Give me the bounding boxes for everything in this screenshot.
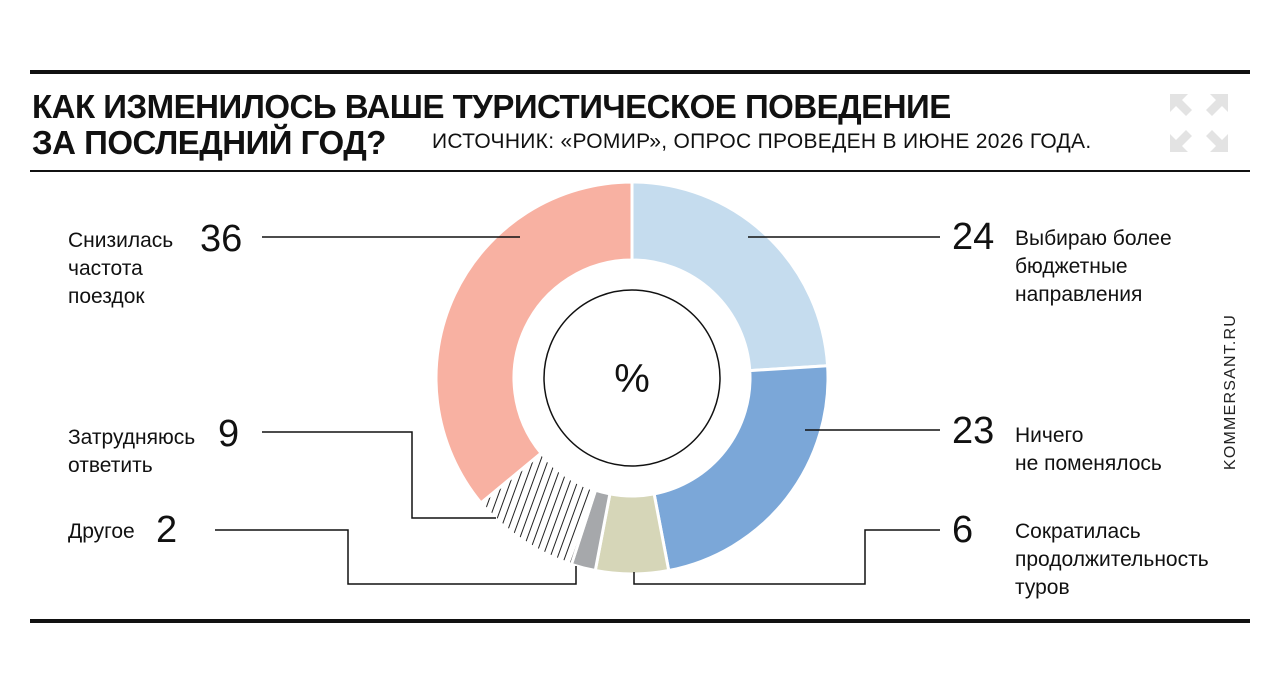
top-rule	[30, 70, 1250, 74]
leader-line-other	[215, 529, 577, 585]
label-text-other: Другое	[68, 520, 135, 543]
donut-center-circle	[543, 289, 721, 467]
source-note: ИСТОЧНИК: «РОМИР», ОПРОС ПРОВЕДЕН В ИЮНЕ…	[432, 130, 1092, 153]
chart-title-line1: КАК ИЗМЕНИЛОСЬ ВАШЕ ТУРИСТИЧЕСКОЕ ПОВЕДЕ…	[32, 88, 951, 125]
kommersant-logo-icon	[1170, 94, 1228, 152]
value-lessoften: 36	[200, 218, 243, 260]
label-text-unsure: Затрудняюсь ответить	[68, 426, 196, 477]
label-text-budget: Выбираю более бюджетные направления	[1015, 227, 1172, 306]
value-shorter: 6	[952, 509, 974, 551]
value-other: 2	[156, 509, 178, 551]
label-text-shorter: Сократилась продолжительность туров	[1015, 520, 1209, 599]
donut-slice-0	[630, 180, 830, 373]
label-text-lessoften: Снизилась частота поездок	[68, 229, 174, 308]
header-divider	[30, 170, 1250, 172]
chart-title-line2: ЗА ПОСЛЕДНИЙ ГОД?	[32, 124, 386, 161]
label-text-nochange: Ничего не поменялось	[1015, 424, 1162, 475]
site-credit: KOMMERSANT.RU	[1222, 313, 1239, 470]
donut-slice-1	[652, 364, 830, 573]
donut-slice-5	[434, 180, 634, 506]
value-unsure: 9	[218, 413, 240, 455]
center-percent-label: %	[614, 357, 650, 401]
leader-line-shorter	[633, 529, 940, 585]
value-budget: 24	[952, 216, 995, 258]
bottom-rule	[30, 619, 1250, 623]
leader-line-unsure	[262, 431, 496, 519]
value-nochange: 23	[952, 410, 995, 452]
